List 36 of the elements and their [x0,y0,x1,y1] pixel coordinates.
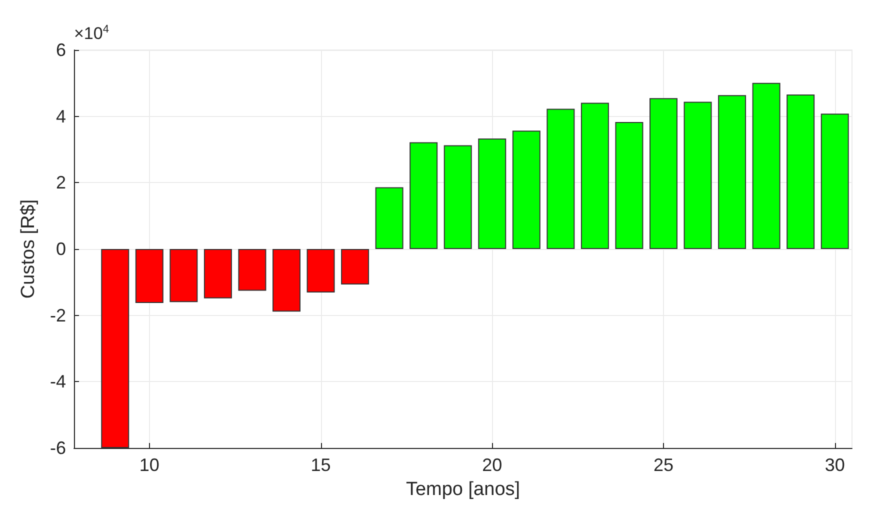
bar [820,114,849,249]
bar [101,249,130,448]
bar [444,145,472,249]
y-tick-label: 0 [56,239,66,259]
y-tick-label: -2 [50,305,66,326]
bar [238,249,266,291]
bar [650,98,678,249]
bar [204,249,232,298]
y-axis-title: Custos [R$] [18,199,39,299]
x-tick-label: 25 [653,455,674,475]
y-tick-label: 6 [56,40,66,60]
y-tick-label: 2 [56,172,66,193]
y-tick-label: -6 [50,438,66,458]
y-tick-label: 4 [56,106,66,126]
bar [786,94,815,249]
bar [306,249,335,292]
x-tick-label: 20 [482,455,502,475]
bar [410,142,438,249]
bar [546,108,575,249]
bar [135,249,164,304]
bar [615,122,644,249]
bar [341,249,370,284]
bar [752,82,780,249]
x-axis-title: Tempo [anos] [406,479,520,500]
bar [272,249,300,312]
x-tick-label: 15 [310,455,331,475]
x-tick-label: 30 [824,455,845,475]
bar [170,249,198,302]
bar [478,138,506,249]
bar [580,102,609,249]
y-tick-label: -4 [50,372,66,392]
bar [684,102,712,249]
bar [512,130,540,249]
bar [375,187,404,249]
x-tick-label: 10 [139,455,160,475]
bar [718,95,746,249]
